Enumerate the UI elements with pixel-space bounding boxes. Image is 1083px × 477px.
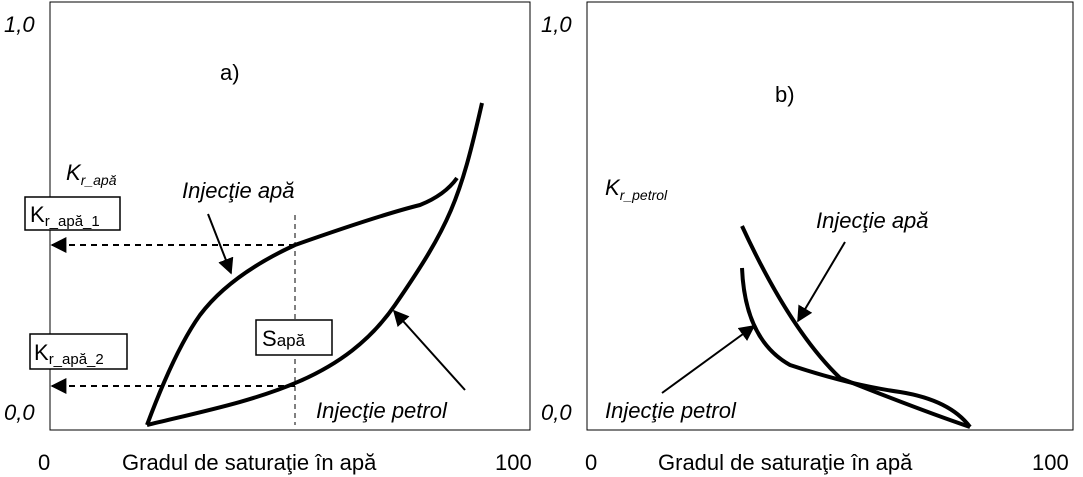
- level-2-label: Kr_apă_2: [34, 340, 104, 368]
- axis-symbol: Kr_petrol: [605, 175, 668, 203]
- upper-curve: [145, 176, 459, 426]
- y-bottom: 0,0: [541, 400, 572, 425]
- x-right: 100: [1032, 450, 1069, 475]
- panel-tag: b): [775, 82, 795, 107]
- curve-2-label: Injecţie petrol: [605, 398, 737, 423]
- lower-curve: [146, 102, 484, 427]
- upper-arrow: [207, 213, 234, 275]
- frame: [586, 1, 1074, 431]
- curve-1-label: Injecţie apă: [816, 208, 929, 233]
- x-left: 0: [38, 450, 50, 475]
- x-left: 0: [585, 450, 597, 475]
- upper-curve-label: Injecţie apă: [182, 178, 295, 203]
- x-right: 100: [495, 450, 532, 475]
- x-label: Gradul de saturaţie în apă: [658, 450, 913, 475]
- saturation-label: Sapă: [262, 326, 306, 351]
- level-2-box: [29, 333, 128, 370]
- curve-1: [740, 225, 971, 429]
- saturation-box: [255, 319, 333, 356]
- y-top: 1,0: [541, 12, 572, 37]
- curve-1-arrow: [797, 241, 846, 323]
- y-top: 1,0: [4, 12, 35, 37]
- panel-tag: a): [220, 60, 240, 85]
- curve-2-arrow: [661, 325, 756, 394]
- lower-arrow: [392, 309, 466, 391]
- panel-a: 1,0 0,0 0 100 Gradul de saturaţie în apă…: [4, 1, 532, 475]
- axis-symbol: Kr_apă: [66, 160, 117, 188]
- panel-b: 1,0 0,0 0 100 Gradul de saturaţie în apă…: [541, 1, 1074, 475]
- lower-curve-label: Injecţie petrol: [316, 398, 448, 423]
- level-1-box: [24, 196, 121, 231]
- x-label: Gradul de saturaţie în apă: [122, 450, 377, 475]
- level-1-label: Kr_apă_1: [30, 202, 100, 230]
- y-bottom: 0,0: [4, 400, 35, 425]
